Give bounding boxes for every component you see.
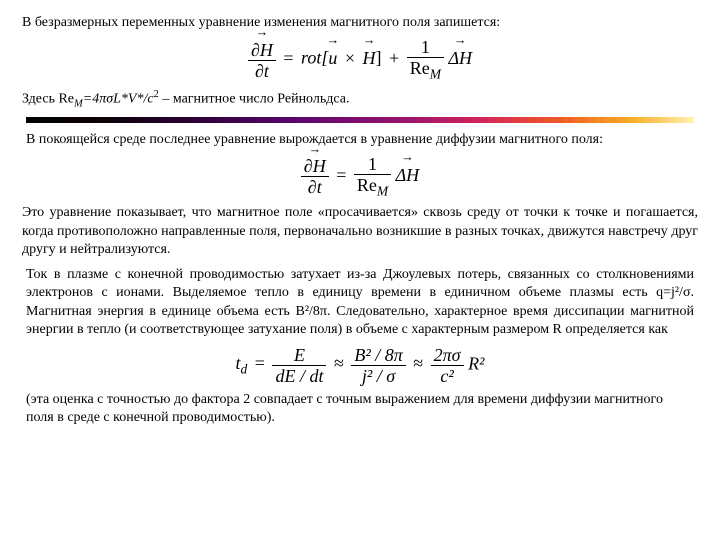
eq2-Re: Re <box>357 175 377 195</box>
eq3-approx2: ≈ <box>410 353 426 373</box>
eq1-eq: = <box>280 48 296 68</box>
eq1-Re: Re <box>410 58 430 78</box>
eq2-eq: = <box>333 165 349 185</box>
eq1-H: H <box>363 48 376 68</box>
paragraph-3: В покоящейся среде последнее уравнение в… <box>22 131 698 149</box>
eq2-num: ∂H <box>304 156 326 176</box>
paragraph-5: Ток в плазме с конечной проводимостью за… <box>22 266 698 340</box>
eq3-td-sub: d <box>241 362 248 377</box>
eq3-E: E <box>294 345 305 365</box>
eq1-u: u <box>328 48 337 68</box>
eq1-num: ∂H <box>251 40 273 60</box>
paragraph-1: В безразмерных переменных уравнение изме… <box>22 14 698 32</box>
eq1-rot-open: rot[ <box>301 48 328 68</box>
eq1-close: ] <box>376 48 382 68</box>
p2-post: =4πσL*V*/c <box>83 91 154 106</box>
paragraph-2: Здесь ReM=4πσL*V*/c2 – магнитное число Р… <box>22 88 698 111</box>
eq1-ReM: M <box>430 67 441 82</box>
eq3-c2: c² <box>440 366 453 386</box>
eq3-dEdt: dE / dt <box>275 366 323 386</box>
eq3-2pisigma: 2πσ <box>434 345 461 365</box>
p2-sub: M <box>74 98 83 109</box>
p2-pre: Здесь Re <box>22 91 74 106</box>
eq3-B28pi: B² / 8π <box>354 345 402 365</box>
eq3-j2sigma: j² / σ <box>362 366 395 386</box>
eq1-times: × <box>342 48 358 68</box>
eq2-ReM: M <box>377 184 388 199</box>
eq2-one: 1 <box>354 155 391 175</box>
paragraph-6: (эта оценка с точностью до фактора 2 сов… <box>22 391 698 428</box>
paragraph-4: Это уравнение показывает, что магнитное … <box>22 204 698 259</box>
eq1-one: 1 <box>407 38 444 58</box>
p2-end: – магнитное число Рейнольдса. <box>159 91 350 106</box>
equation-1: →∂H ∂t = rot[→u × →H] + 1 ReM →ΔH <box>22 38 698 81</box>
equation-3: td = E dE / dt ≈ B² / 8π j² / σ ≈ 2πσ c²… <box>22 346 698 385</box>
color-gradient-bar <box>26 117 694 123</box>
equation-2: →∂H ∂t = 1 ReM →ΔH <box>22 155 698 198</box>
eq2-den: ∂t <box>308 177 322 197</box>
eq1-lapl: ΔH <box>448 48 472 68</box>
eq1-plus: + <box>386 48 402 68</box>
eq3-equiv: = <box>252 353 268 373</box>
eq3-approx1: ≈ <box>331 353 347 373</box>
eq3-R2: R² <box>468 353 484 373</box>
eq2-lapl: ΔH <box>396 165 420 185</box>
eq1-den: ∂t <box>255 61 269 81</box>
